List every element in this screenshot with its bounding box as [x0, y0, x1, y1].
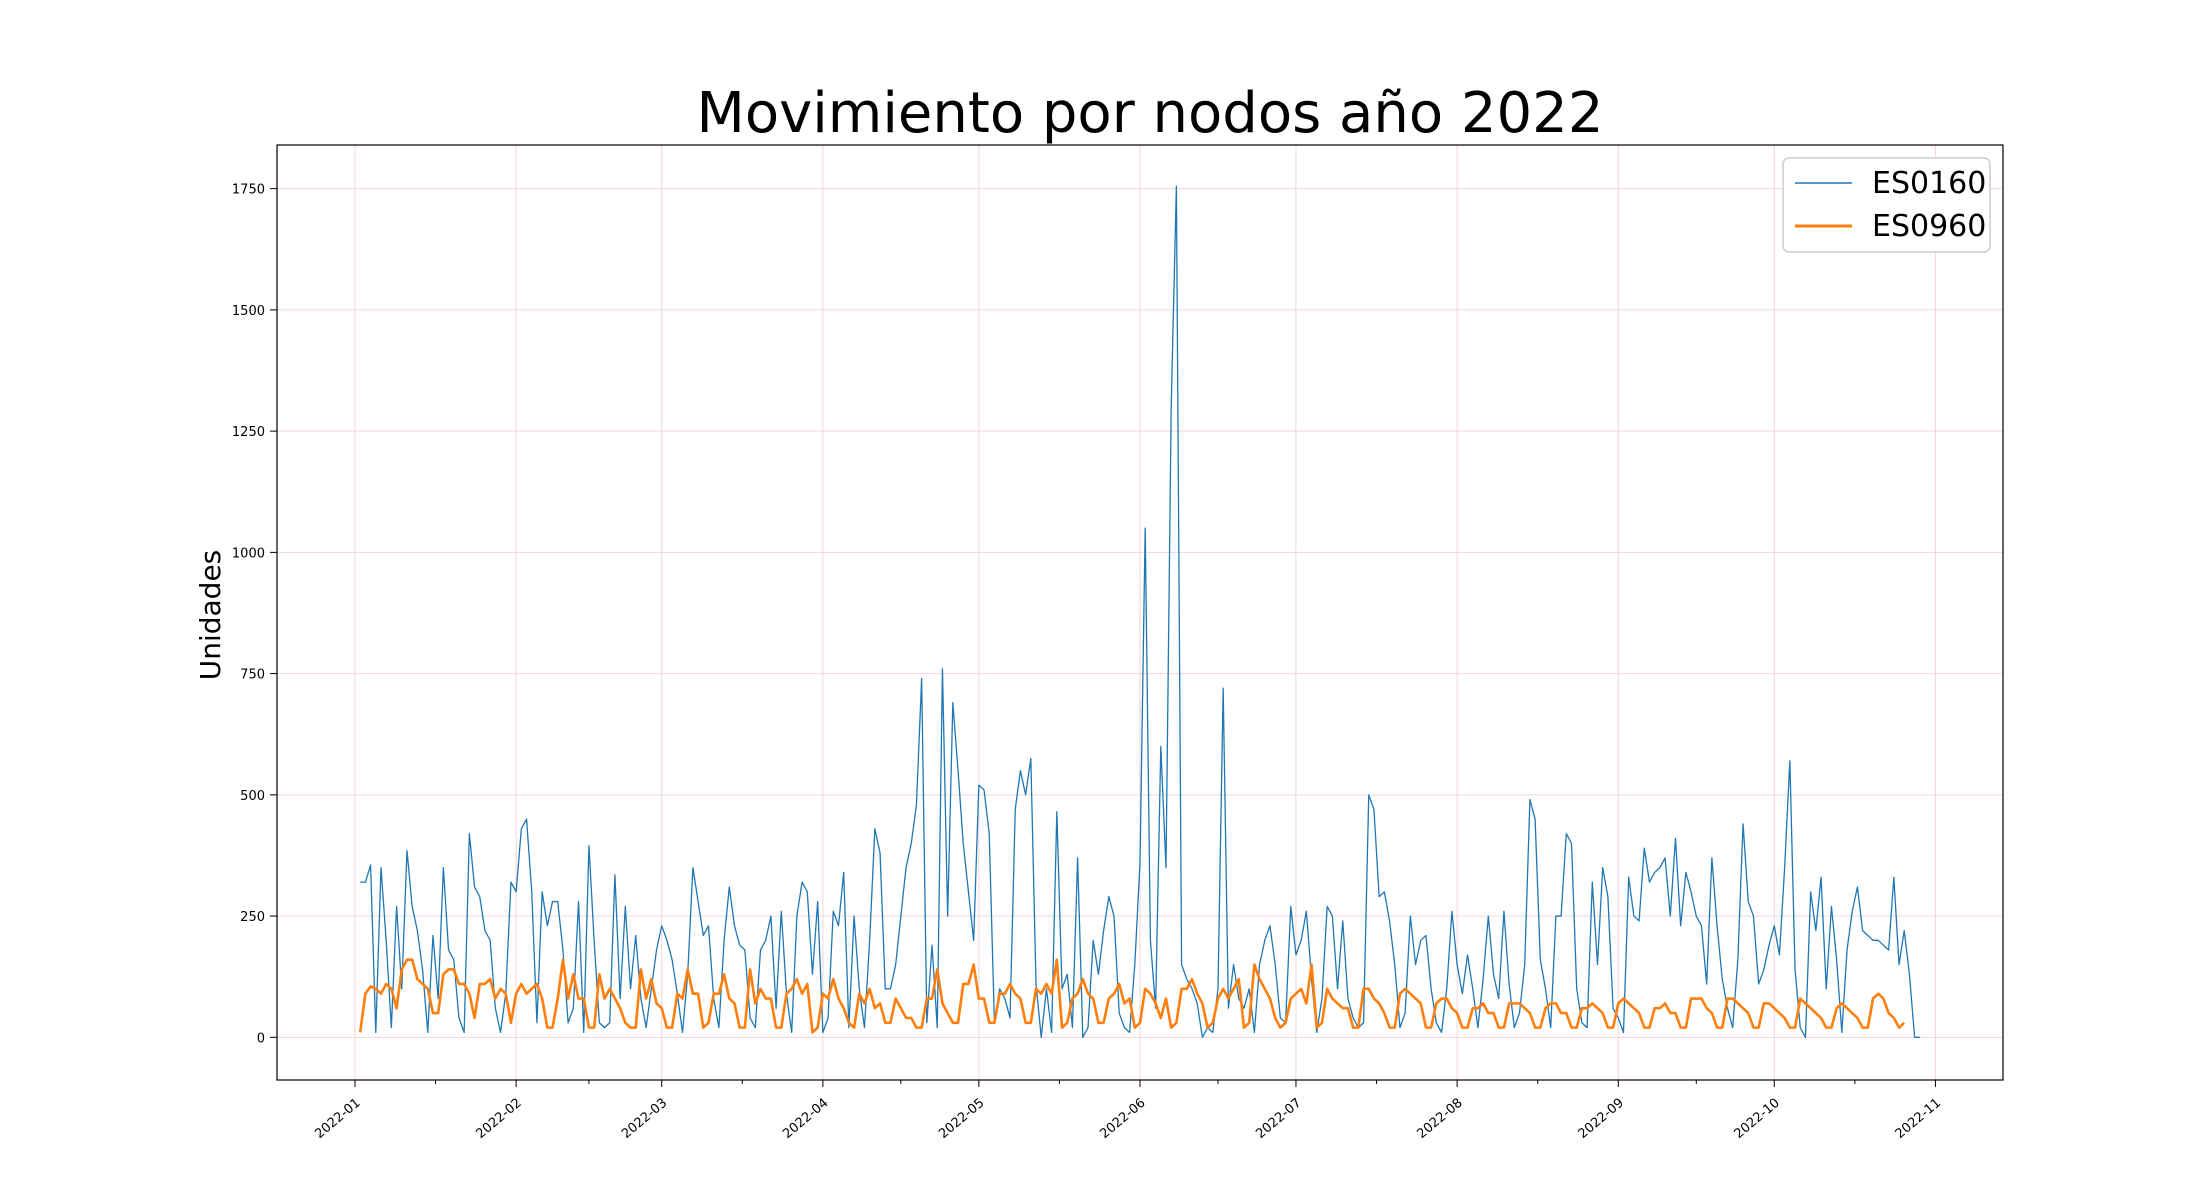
series-line-es0160: [360, 185, 1920, 1038]
x-tick-label: 2022-06: [1097, 1096, 1148, 1142]
x-tick-label: 2022-07: [1253, 1096, 1304, 1142]
x-tick-label: 2022-08: [1414, 1096, 1465, 1142]
series-line-es0960: [358, 958, 1906, 1034]
x-tick-label: 2022-09: [1576, 1096, 1627, 1142]
y-tick-label: 0: [257, 1031, 265, 1046]
y-tick-label: 1250: [232, 425, 265, 440]
x-tick-label: 2022-05: [936, 1096, 987, 1142]
legend: ES0160 ES0960: [1782, 157, 1991, 253]
series-layer: [358, 185, 1920, 1038]
y-axis: 0 250 500 750 1000 1250 1500 1750: [232, 183, 277, 1046]
x-tick-label: 2022-04: [780, 1096, 831, 1142]
y-axis-label: Unidades: [194, 550, 227, 681]
x-tick-label: 2022-11: [1893, 1096, 1944, 1142]
grid: [277, 145, 2003, 1080]
y-tick-label: 1500: [232, 304, 265, 319]
x-tick-label: 2022-10: [1732, 1096, 1783, 1142]
y-tick-label: 1000: [232, 546, 265, 561]
x-tick-label: 2022-02: [473, 1096, 524, 1142]
chart-title: Movimiento por nodos año 2022: [697, 81, 1604, 146]
x-axis: 2022-01 2022-02 2022-03 2022-04 2022-05 2022-…: [312, 1080, 1944, 1142]
x-tick-label: 2022-01: [312, 1096, 363, 1142]
y-tick-label: 250: [240, 910, 265, 925]
legend-label-es0160: ES0160: [1872, 166, 1986, 201]
y-tick-label: 750: [240, 668, 265, 683]
x-tick-label: 2022-03: [619, 1096, 670, 1142]
y-tick-label: 1750: [232, 183, 265, 198]
legend-box: [1782, 157, 1991, 253]
y-tick-label: 500: [240, 789, 265, 804]
legend-label-es0960: ES0960: [1872, 209, 1986, 244]
